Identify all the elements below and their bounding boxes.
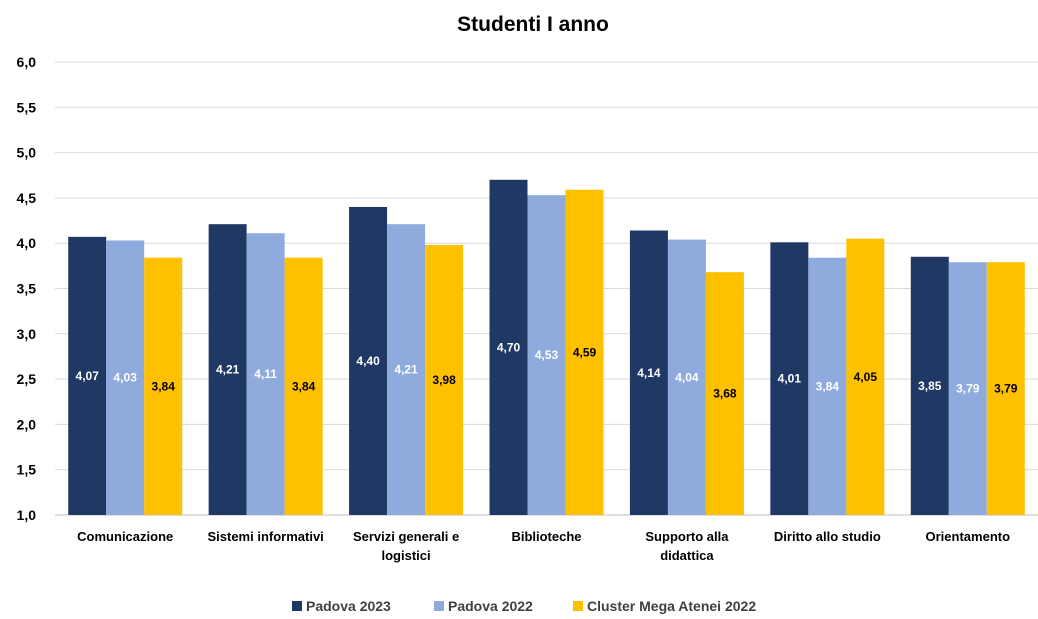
x-tick-label: Servizi generali e: [353, 529, 459, 544]
legend-label: Cluster Mega Atenei 2022: [587, 598, 756, 614]
bar: [565, 189, 604, 515]
x-tick-label: Orientamento: [926, 529, 1011, 544]
chart-title: Studenti I anno: [457, 13, 609, 36]
bar: [948, 262, 987, 515]
legend-swatch: [434, 601, 444, 611]
bar: [425, 245, 464, 515]
data-label: 3,98: [432, 373, 456, 387]
y-axis-ticks: 1,0 1,5 2,0 2,5 3,0 3,5 4,0 4,5 5,0 5,5 6,0: [17, 54, 37, 523]
bar: [144, 257, 183, 515]
x-axis-ticks: Comunicazione Sistemi informativi Servizi …: [77, 529, 1010, 563]
data-label: 3,79: [994, 382, 1018, 396]
y-tick-label: 1,5: [17, 462, 37, 478]
data-label: 3,84: [292, 379, 316, 393]
data-label: 3,68: [713, 387, 737, 401]
bar: [208, 224, 247, 515]
x-tick-label: logistici: [382, 548, 431, 563]
x-tick-label: Biblioteche: [511, 529, 581, 544]
y-tick-label: 4,0: [17, 235, 37, 251]
data-label: 4,05: [854, 370, 878, 384]
y-tick-label: 2,0: [17, 416, 37, 432]
legend-swatch: [292, 601, 302, 611]
bar: [986, 262, 1025, 515]
data-label: 4,07: [76, 369, 100, 383]
data-label: 4,03: [114, 371, 138, 385]
y-tick-label: 5,5: [17, 99, 37, 115]
y-tick-label: 2,5: [17, 371, 37, 387]
bar: [106, 240, 145, 515]
y-tick-label: 1,0: [17, 507, 37, 523]
bar: [808, 257, 847, 515]
data-label: 4,53: [535, 348, 559, 362]
x-tick-label: Supporto alla: [645, 529, 729, 544]
data-label: 4,14: [637, 366, 661, 380]
x-tick-label: Sistemi informativi: [207, 529, 323, 544]
x-tick-label: Diritto allo studio: [774, 529, 881, 544]
legend: Padova 2023 Padova 2022 Cluster Mega Atene…: [292, 598, 756, 614]
data-label: 4,59: [573, 345, 597, 359]
data-label: 4,40: [356, 354, 380, 368]
bar: [284, 257, 323, 515]
bar: [667, 239, 706, 516]
bar: [527, 195, 566, 515]
bar: [705, 272, 744, 515]
data-label: 4,70: [497, 340, 521, 354]
bars: [68, 179, 1025, 516]
data-label: 4,01: [778, 372, 802, 386]
legend-label: Padova 2022: [448, 598, 533, 614]
bar: [629, 230, 668, 516]
bar: [846, 238, 885, 516]
data-label: 4,21: [394, 363, 418, 377]
data-label: 3,84: [152, 379, 176, 393]
bar: [910, 256, 949, 515]
bar: [68, 236, 107, 515]
data-label: 4,11: [254, 367, 277, 381]
bar: [489, 179, 528, 515]
y-tick-label: 6,0: [17, 54, 37, 70]
data-label: 3,85: [918, 379, 942, 393]
x-tick-label: didattica: [660, 548, 714, 563]
y-tick-label: 4,5: [17, 190, 37, 206]
bar: [349, 206, 388, 515]
y-tick-label: 3,0: [17, 326, 37, 342]
legend-label: Padova 2023: [306, 598, 391, 614]
data-label: 4,21: [216, 363, 240, 377]
bar: [246, 233, 285, 515]
legend-swatch: [573, 601, 583, 611]
data-label: 3,79: [956, 382, 980, 396]
data-label: 4,04: [675, 370, 699, 384]
data-labels: 4,07 4,03 3,84 4,21 4,11 3,84 4,40 4,21 3,98 4,70…: [76, 340, 1018, 400]
bar: [387, 224, 426, 515]
y-tick-label: 5,0: [17, 145, 37, 161]
data-label: 3,84: [816, 379, 840, 393]
bar: [770, 242, 809, 515]
x-tick-label: Comunicazione: [77, 529, 173, 544]
y-tick-label: 3,5: [17, 281, 37, 297]
